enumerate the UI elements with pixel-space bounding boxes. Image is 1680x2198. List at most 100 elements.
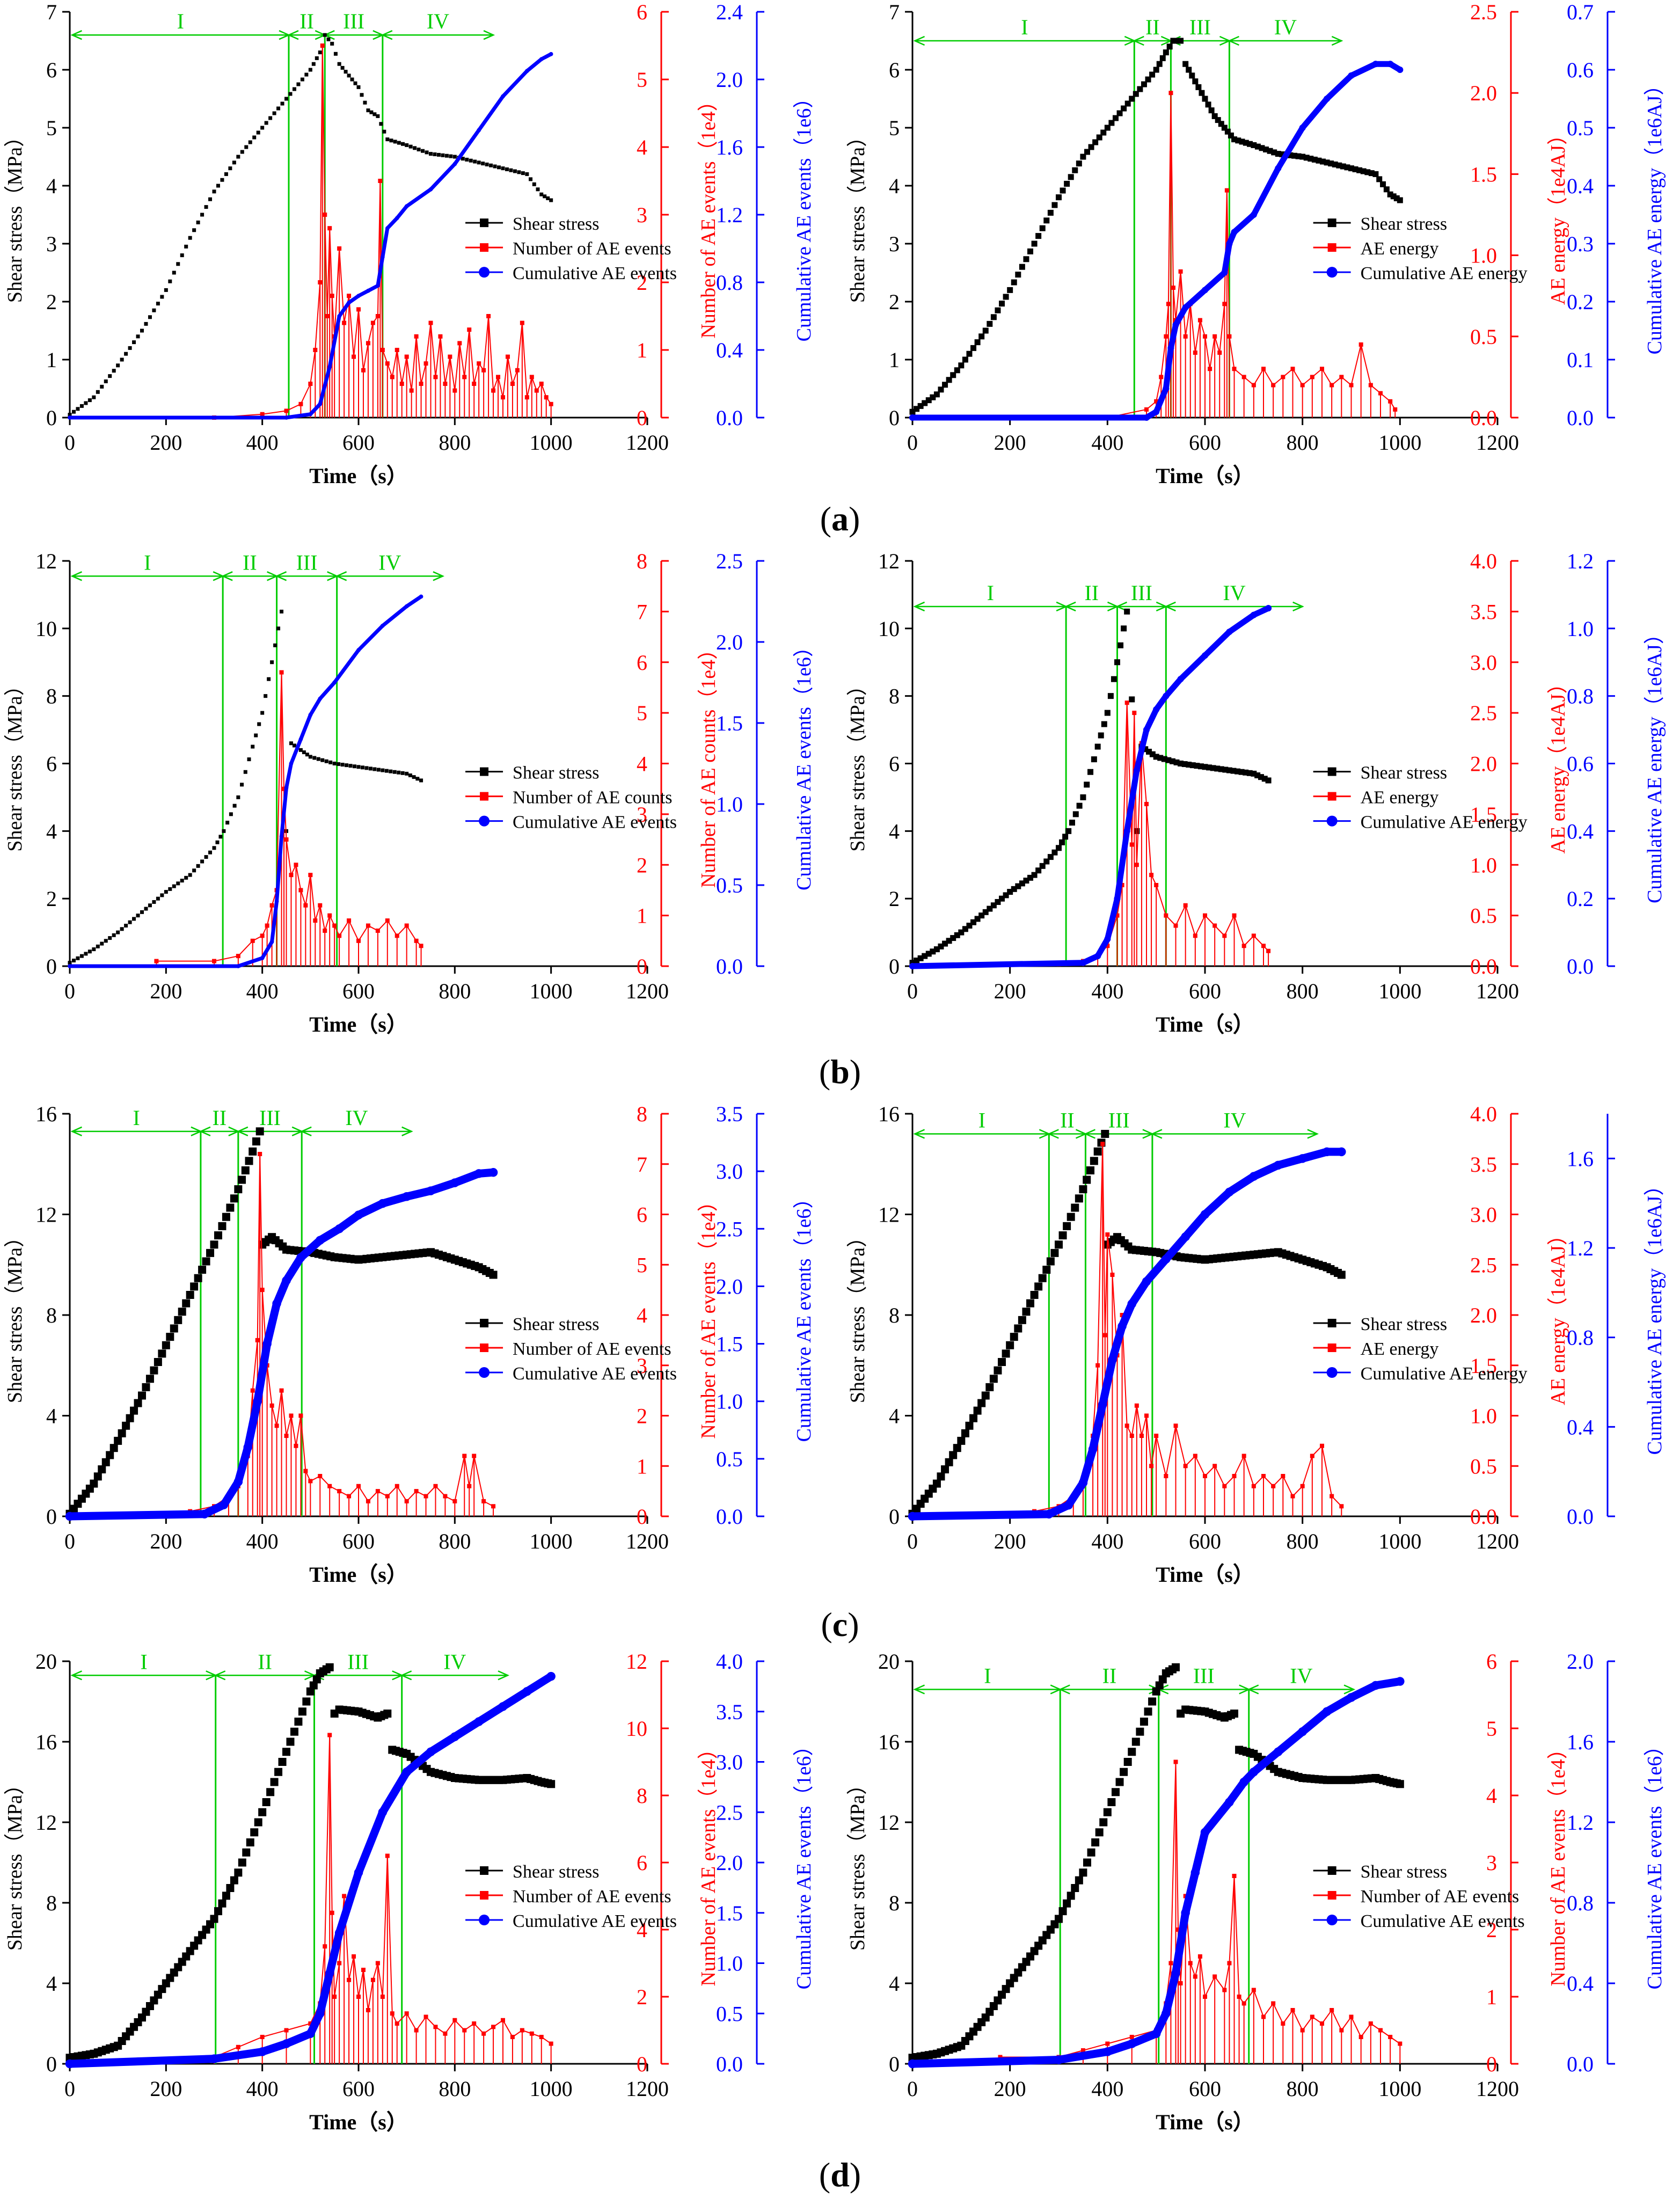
cumulative-point — [1201, 652, 1209, 659]
stress-point — [1211, 113, 1218, 119]
cumulative-point — [68, 964, 72, 968]
y-axis-label: Shear stress（MPa） — [4, 1227, 26, 1403]
stage-arrowhead-left — [1150, 1129, 1163, 1139]
stress-point — [1251, 770, 1257, 777]
ae-point — [1388, 399, 1393, 404]
stress-point — [1015, 272, 1021, 278]
cumulative-point — [1181, 1232, 1190, 1242]
ae-point — [1232, 367, 1237, 371]
stress-point — [397, 770, 401, 775]
ae-point — [1241, 2001, 1246, 2006]
x-tick-label: 600 — [1189, 979, 1221, 1003]
ae-point — [1393, 407, 1398, 412]
cumulative-point — [296, 1253, 305, 1262]
y-tick-label: 4 — [889, 174, 900, 198]
cumulative-point — [65, 1511, 75, 1521]
cumulative-point — [378, 1199, 388, 1208]
ae-point — [265, 923, 269, 928]
stress-point — [87, 950, 92, 954]
stress-point — [1332, 161, 1338, 167]
x-tick-label: 1200 — [1476, 2077, 1519, 2101]
stress-point — [970, 919, 977, 925]
stage-label: II — [1145, 15, 1160, 39]
stress-point — [257, 722, 261, 726]
ae-point — [438, 334, 443, 339]
stress-point — [1224, 128, 1231, 135]
y-tick-label: 8 — [46, 1891, 57, 1915]
stress-point — [1336, 162, 1342, 169]
stress-point — [298, 1707, 306, 1716]
stress-point — [930, 394, 936, 400]
ae-point — [486, 314, 491, 318]
x-tick-label: 0 — [907, 979, 918, 1003]
stage-arrowhead-left — [1228, 35, 1239, 46]
cumulative-point — [1387, 61, 1394, 68]
ae-point — [491, 2025, 496, 2029]
y2-tick-label: 0 — [637, 954, 647, 978]
legend-swatch-marker — [1326, 815, 1338, 827]
cumulative-point — [477, 128, 481, 133]
y2-tick-label: 7 — [637, 600, 647, 624]
ae-point — [1281, 1474, 1285, 1478]
legend-swatch-marker — [1327, 1319, 1336, 1327]
stress-point — [433, 152, 437, 156]
cumulative-point — [474, 1717, 484, 1726]
y-tick-label: 2 — [889, 887, 900, 911]
stress-point — [383, 1710, 392, 1718]
y2-tick-label: 6 — [637, 1851, 647, 1875]
ae-point — [1227, 334, 1232, 339]
cumulative-point — [334, 1224, 344, 1233]
stress-point — [930, 948, 936, 955]
stress-point — [120, 357, 124, 362]
stress-point — [987, 320, 993, 327]
stage-label: I — [144, 550, 151, 574]
stage-label: II — [243, 550, 257, 574]
cumulative-point — [1078, 1478, 1088, 1487]
stress-point — [917, 403, 924, 409]
stress-point — [1014, 1324, 1022, 1333]
ae-point — [462, 375, 467, 379]
y3-tick-label: 0.2 — [1567, 290, 1594, 314]
y2-tick-label: 3 — [637, 1354, 647, 1378]
cumulative-point — [1143, 726, 1150, 733]
ae-point — [212, 959, 216, 963]
stress-point — [1035, 233, 1042, 239]
legend-swatch-marker — [479, 815, 490, 827]
stress-point — [315, 56, 319, 60]
stage-arrowhead-right — [1331, 35, 1343, 46]
ae-point — [1261, 944, 1266, 948]
stress-point — [1018, 1316, 1026, 1324]
stress-point — [465, 157, 469, 162]
cumulative-point — [258, 2047, 267, 2056]
stress-point — [1084, 149, 1090, 155]
stress-point — [1235, 137, 1241, 144]
stress-point — [230, 1194, 238, 1203]
stress-point — [308, 68, 312, 72]
stress-point — [1202, 96, 1208, 102]
legend-swatch-marker — [480, 1866, 489, 1875]
stress-point — [302, 1697, 311, 1706]
cumulative-point — [909, 962, 916, 970]
stress-point — [116, 363, 120, 368]
x-tick-label: 600 — [342, 2077, 375, 2101]
ae-point — [154, 959, 159, 963]
x-tick-label: 200 — [994, 979, 1026, 1003]
stress-point — [112, 933, 116, 937]
y-tick-label: 16 — [35, 1102, 57, 1126]
y-axis-label: Shear stress（MPa） — [4, 675, 26, 851]
stress-point — [1046, 1257, 1055, 1266]
stress-point — [353, 81, 357, 85]
stress-point — [1056, 194, 1062, 201]
stress-point — [92, 947, 96, 952]
ae-point — [1193, 350, 1197, 355]
stress-point — [517, 170, 521, 174]
ae-point — [356, 938, 361, 943]
ae-point — [452, 2018, 457, 2022]
y-tick-label: 8 — [889, 1891, 900, 1915]
cumulative-point — [1153, 408, 1160, 415]
stress-point — [206, 1248, 215, 1257]
cumulative-point — [1250, 611, 1257, 618]
stress-point — [1111, 1788, 1120, 1797]
stress-point — [248, 140, 252, 144]
caption-letter: c — [832, 1605, 848, 1644]
